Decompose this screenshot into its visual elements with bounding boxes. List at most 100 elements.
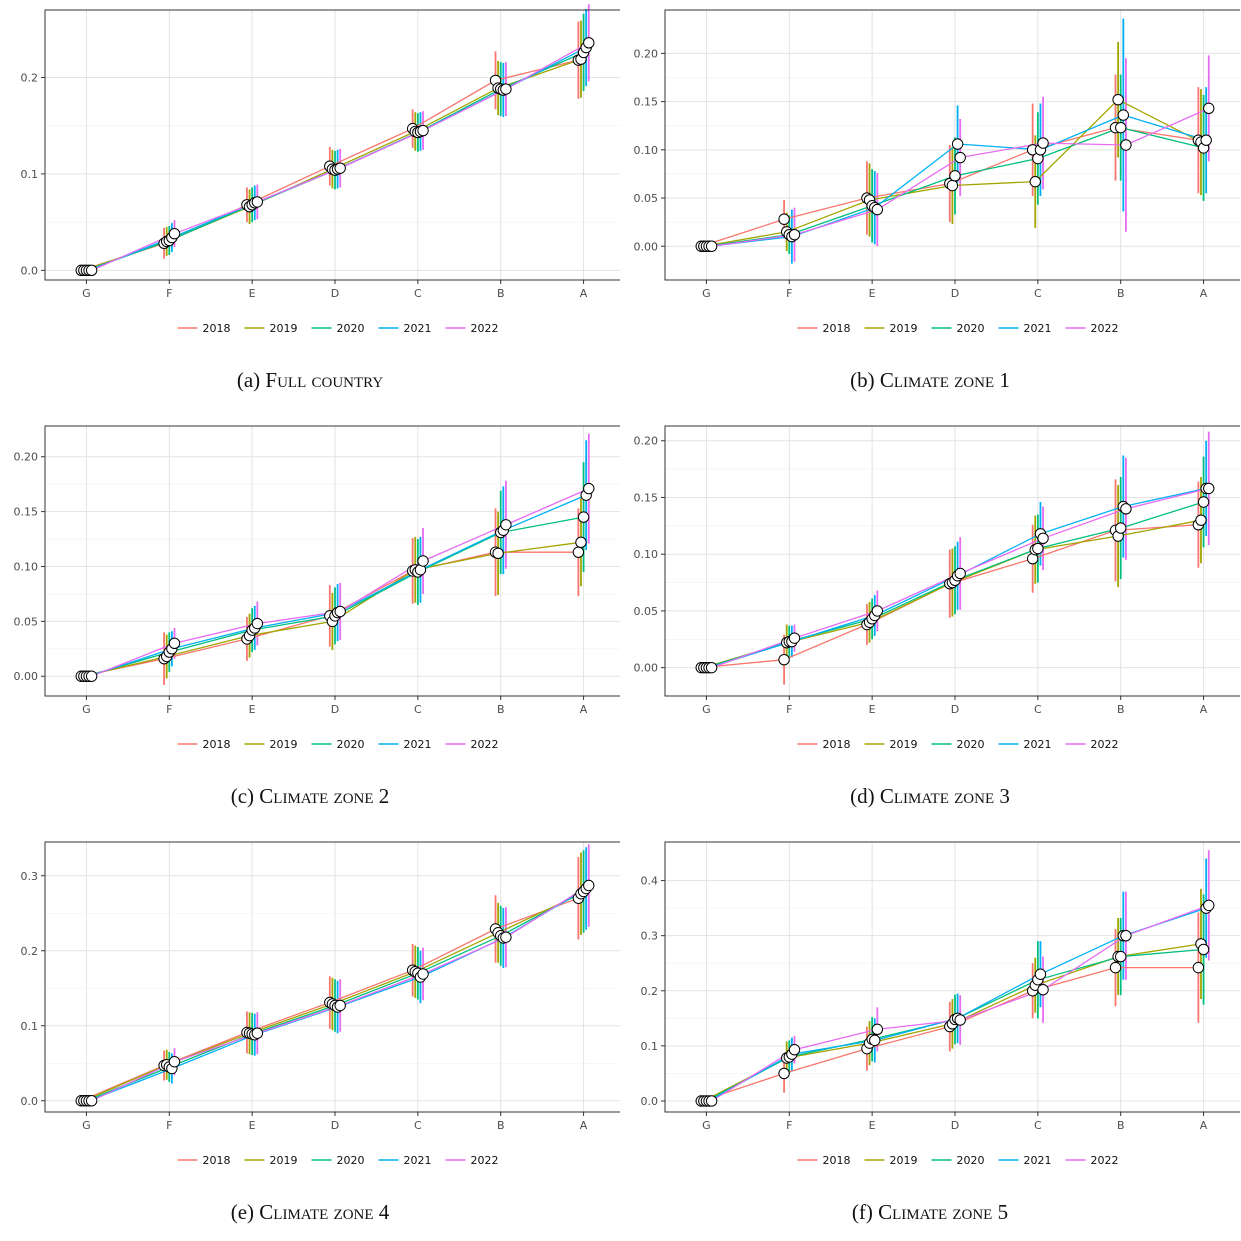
y-tick-label: 0.10 — [14, 560, 39, 573]
x-tick-label: F — [166, 287, 172, 300]
data-point-2022 — [788, 1044, 801, 1056]
data-point-2019 — [1195, 514, 1207, 526]
chart-panel-c: 0.00 0.05 0.10 0.15 0.20 G F E D C B A 2018 2019 2020 2… — [0, 416, 620, 825]
data-point-2022 — [1203, 899, 1215, 912]
data-point-2020 — [1032, 542, 1044, 555]
chart-panel-e: 0.0 0.1 0.2 0.3 G F E D C B A 2018 2019 2020 2021 2022 … — [0, 832, 620, 1241]
x-tick-label: D — [331, 287, 339, 300]
x-tick-label: F — [786, 703, 792, 716]
error-bars — [163, 844, 590, 1084]
data-point-2022 — [417, 555, 429, 567]
y-tick-label: 0.10 — [634, 548, 659, 561]
data-point-2022 — [85, 670, 98, 682]
x-tick-label: B — [1117, 1119, 1125, 1132]
caption-letter: (f) — [851, 1200, 873, 1224]
data-point-2022 — [871, 605, 884, 617]
data-point-2022 — [168, 637, 181, 650]
plot-border — [664, 841, 1240, 1113]
data-point-2022 — [705, 1095, 718, 1107]
series-points — [75, 879, 595, 1107]
legend-label: 2019 — [270, 1154, 298, 1167]
data-point-2022 — [1037, 532, 1049, 545]
error-bars — [163, 4, 590, 259]
legend-label: 2021 — [404, 322, 432, 335]
y-tick-label: 0.2 — [641, 985, 659, 998]
legend: 2018 2019 2020 2021 2022 — [797, 1154, 1119, 1167]
data-point-2022 — [168, 228, 181, 240]
y-tick-label: 0.05 — [634, 192, 659, 205]
legend: 2018 2019 2020 2021 2022 — [177, 738, 499, 751]
y-tick-label: 0.20 — [634, 435, 659, 448]
x-tick-label: A — [580, 1119, 588, 1132]
caption-b: (b) Climate zone 1 — [620, 368, 1240, 393]
series-points — [75, 37, 595, 277]
legend-label: 2020 — [337, 738, 365, 751]
data-point-2020 — [949, 170, 961, 182]
data-point-2022 — [1037, 983, 1049, 996]
chart-panel-d: 0.00 0.05 0.10 0.15 0.20 G F E D C B A 2018 2019 2020 2… — [620, 416, 1240, 825]
legend: 2018 2019 2020 2021 2022 — [797, 738, 1119, 751]
x-tick-label: C — [414, 703, 422, 716]
x-tick-label: C — [1034, 1119, 1042, 1132]
legend-label: 2018 — [203, 1154, 231, 1167]
data-point-2022 — [334, 605, 346, 618]
data-point-2022 — [417, 968, 429, 980]
legend-label: 2022 — [471, 1154, 499, 1167]
y-tick-label: 0.05 — [634, 605, 659, 618]
x-tick-label: B — [497, 703, 505, 716]
x-tick-label: G — [702, 703, 711, 716]
series-points — [695, 93, 1215, 252]
x-tick-label: D — [951, 287, 959, 300]
legend-label: 2020 — [337, 1154, 365, 1167]
y-tick-label: 0.15 — [634, 96, 659, 109]
data-point-2022 — [954, 151, 966, 164]
data-point-2022 — [417, 124, 429, 137]
error-bars — [783, 18, 1210, 264]
x-tick-label: G — [82, 703, 91, 716]
data-point-2022 — [500, 931, 512, 943]
y-tick-label: 0.00 — [634, 240, 659, 253]
legend-label: 2022 — [471, 322, 499, 335]
data-point-2022 — [583, 37, 595, 49]
data-point-2021 — [1117, 109, 1130, 121]
caption-f: (f) Climate zone 5 — [620, 1200, 1240, 1225]
caption-title: Full country — [265, 368, 384, 392]
line-chart-full-country: 0.0 0.1 0.2 G F E D C B A 2018 2019 2020 2021 2022 — [21, 4, 620, 335]
chart-panel-a: 0.0 0.1 0.2 G F E D C B A 2018 2019 2020 2021 2022 (a)… — [0, 0, 620, 409]
caption-title: Climate zone 3 — [879, 784, 1010, 808]
legend-label: 2018 — [203, 738, 231, 751]
x-tick-label: C — [1034, 703, 1042, 716]
plot-border — [44, 425, 620, 697]
line-chart-climate-zone-4: 0.0 0.1 0.2 0.3 G F E D C B A 2018 2019 2020 2021 2022 — [21, 841, 620, 1167]
x-tick-label: C — [414, 1119, 422, 1132]
data-point-2022 — [85, 264, 98, 277]
data-point-2018 — [778, 213, 790, 225]
data-point-2022 — [954, 567, 966, 580]
caption-title: Climate zone 5 — [878, 1200, 1009, 1224]
x-tick-label: A — [580, 287, 588, 300]
legend-label: 2020 — [957, 322, 985, 335]
x-tick-label: A — [1200, 703, 1208, 716]
data-point-2019 — [492, 547, 504, 560]
y-tick-label: 0.10 — [634, 144, 659, 157]
y-tick-label: 0.0 — [21, 264, 39, 277]
legend-label: 2021 — [1024, 1154, 1052, 1167]
data-point-2022 — [583, 879, 595, 892]
grid — [45, 842, 620, 1112]
y-tick-label: 0.00 — [14, 670, 39, 683]
data-point-2020 — [577, 511, 590, 523]
data-point-2021 — [1200, 134, 1212, 146]
legend-label: 2021 — [1024, 322, 1052, 335]
y-tick-label: 0.15 — [14, 506, 39, 519]
x-tick-label: E — [249, 703, 256, 716]
y-tick-label: 0.15 — [634, 491, 659, 504]
data-point-2022 — [1203, 102, 1215, 115]
data-point-2022 — [334, 162, 346, 174]
data-point-2021 — [951, 138, 964, 150]
chart-panel-f: 0.0 0.1 0.2 0.3 0.4 G F E D C B A 2018 2019 2020 2021 20… — [620, 832, 1240, 1241]
data-point-2019 — [1029, 175, 1041, 188]
legend-label: 2021 — [404, 1154, 432, 1167]
x-tick-label: B — [1117, 287, 1125, 300]
caption-letter: (a) — [236, 368, 261, 392]
